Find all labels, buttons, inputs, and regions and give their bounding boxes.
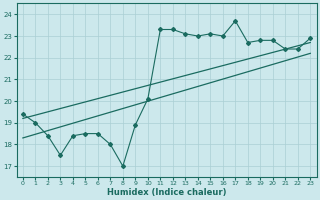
X-axis label: Humidex (Indice chaleur): Humidex (Indice chaleur) bbox=[107, 188, 226, 197]
